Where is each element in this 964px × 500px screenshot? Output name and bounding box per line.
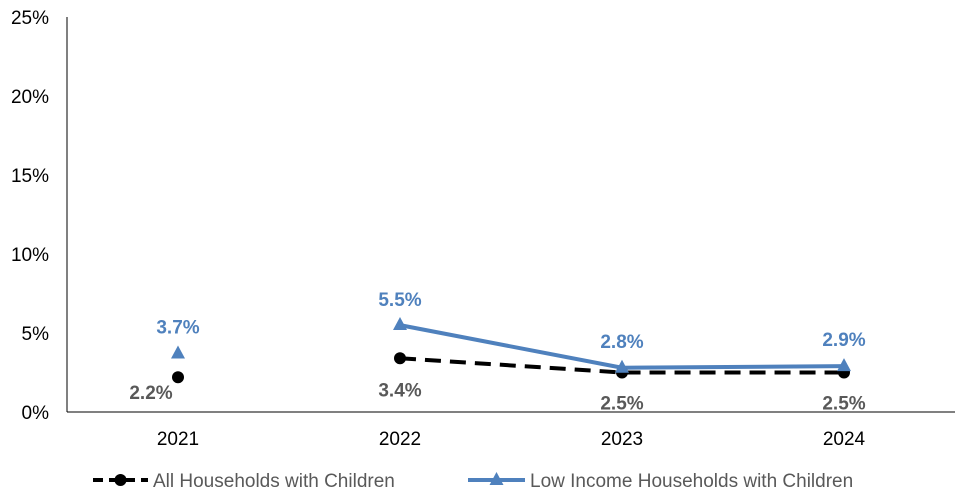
y-tick-label: 20% [11,87,49,108]
data-label: 2.8% [600,332,643,353]
x-tick-label: 2022 [379,429,421,450]
x-axis-ticks: 2021 2022 2023 2024 [157,429,866,450]
y-tick-label: 10% [11,245,49,266]
legend-swatch-marker [114,474,127,486]
x-tick-label: 2024 [823,429,866,450]
legend: All Households with Children Low Income H… [93,471,853,492]
series-point-low-income-households [837,358,851,372]
series-point-all-households [172,371,184,384]
data-label: 2.5% [600,394,643,415]
y-tick-label: 5% [22,324,50,345]
y-axis-ticks: 0% 5% 10% 15% 20% 25% [11,8,49,424]
data-label: 2.5% [822,394,865,415]
x-tick-label: 2023 [601,429,643,450]
data-label: 3.4% [378,380,421,401]
data-label: 3.7% [156,318,199,339]
y-tick-label: 0% [22,403,50,424]
data-label: 2.2% [129,383,172,404]
legend-entry-label: All Households with Children [153,471,395,492]
legend-swatch-marker [489,471,504,485]
series-point-all-households [394,352,406,365]
y-tick-label: 25% [11,8,49,29]
y-tick-label: 15% [11,166,49,187]
series-point-low-income-households [615,359,629,373]
series-point-low-income-households [393,317,407,331]
series-layer [171,317,851,384]
data-label: 2.9% [822,330,865,351]
data-labels: 2.2% 3.4% 2.5% 2.5% 3.7% 5.5% 2.8% 2.9% [129,290,865,414]
series-point-low-income-households [171,345,185,359]
legend-entry-label: Low Income Households with Children [530,471,853,492]
x-tick-label: 2021 [157,429,199,450]
data-label: 5.5% [378,290,421,311]
